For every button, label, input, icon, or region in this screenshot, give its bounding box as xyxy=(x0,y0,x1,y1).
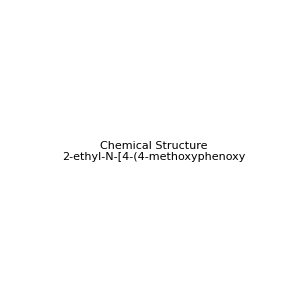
Text: Chemical Structure
2-ethyl-N-[4-(4-methoxyphenoxy: Chemical Structure 2-ethyl-N-[4-(4-metho… xyxy=(62,141,245,162)
